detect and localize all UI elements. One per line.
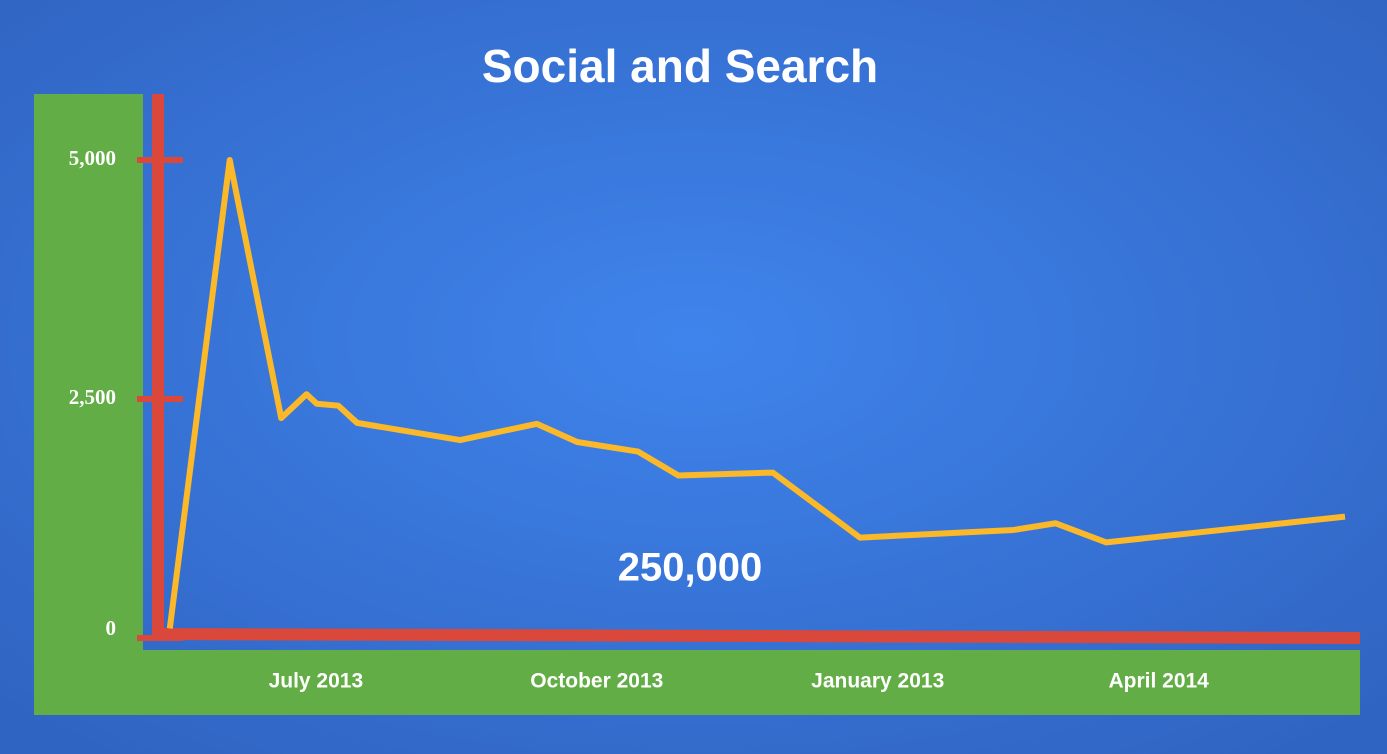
y-axis-panel bbox=[34, 94, 143, 715]
x-tick-label: July 2013 bbox=[269, 670, 364, 693]
y-tick-label: 2,500 bbox=[69, 385, 116, 409]
x-axis-panel bbox=[143, 650, 1360, 715]
x-axis-line bbox=[151, 628, 1361, 644]
data-line bbox=[166, 156, 1346, 629]
chart-title: Social and Search bbox=[482, 40, 878, 92]
y-tick-label: 0 bbox=[106, 616, 117, 640]
x-tick-label: January 2013 bbox=[811, 670, 944, 693]
x-tick-label: October 2013 bbox=[530, 670, 663, 693]
y-tick-label: 5,000 bbox=[69, 146, 116, 170]
annotation: 250,000 bbox=[618, 546, 763, 590]
x-tick-label: April 2014 bbox=[1108, 670, 1209, 693]
